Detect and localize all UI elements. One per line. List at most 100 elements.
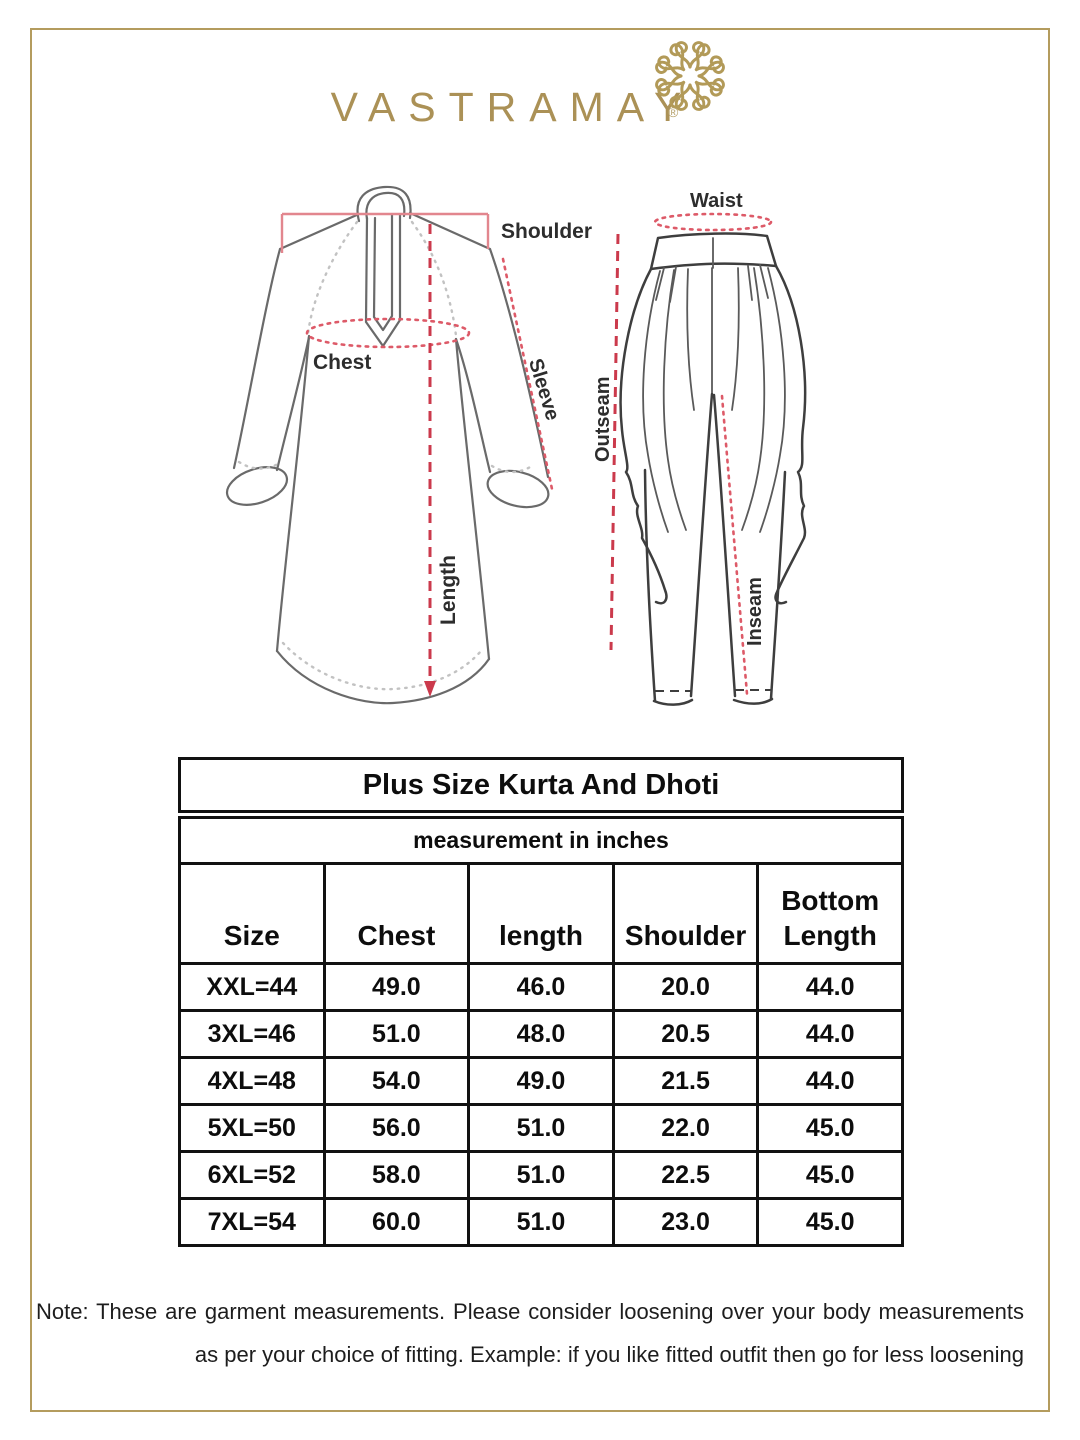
column-header-chest: Chest (322, 862, 471, 965)
dhoti-leg-left-outer (643, 468, 657, 703)
dhoti-drape-right-folds (731, 267, 786, 533)
value-cell: 51.0 (467, 1103, 615, 1153)
dhoti-fly-line (711, 237, 714, 395)
kurta-cuff-left (225, 466, 289, 506)
value-cell: 46.0 (467, 962, 615, 1012)
size-cell: 7XL=54 (178, 1197, 326, 1247)
size-cell: XXL=44 (178, 962, 326, 1012)
kurta-sleeve-right-inner (454, 337, 492, 474)
value-cell: 22.0 (611, 1103, 760, 1153)
dhoti-cuff-left-edge (652, 698, 694, 706)
kurta-shoulder-right (408, 211, 492, 251)
value-cell: 44.0 (756, 962, 904, 1012)
kurta-placket-outer (364, 213, 402, 348)
kurta-placket-inner (372, 213, 394, 332)
dhoti-leg-left-inner (689, 392, 714, 698)
brand-logo-text: VASTRAMAY (330, 84, 695, 130)
inseam-label: Inseam (744, 577, 766, 646)
sleeve-measure-line (501, 257, 554, 491)
kurta-cuff-stitch-left (237, 460, 280, 470)
kurta-side-left (275, 334, 311, 653)
kurta-sleeve-left-inner (275, 335, 311, 472)
column-header-size: Size (178, 862, 326, 965)
kurta-sleeve-right-outer (488, 247, 550, 479)
shoulder-measure-line (280, 212, 490, 253)
table-subtitle: measurement in inches (178, 813, 904, 865)
dhoti-drape-right-outer (774, 264, 807, 605)
dhoti-waistband-pleats (655, 264, 769, 303)
waist-measure-ellipse (653, 212, 773, 232)
table-row: 3XL=46 51.0 48.0 20.5 44.0 (178, 1009, 904, 1059)
length-label: Length (437, 555, 460, 625)
kurta-collar (356, 185, 412, 223)
value-cell: 22.5 (611, 1150, 760, 1200)
outseam-measure-line (609, 233, 620, 651)
value-cell: 23.0 (611, 1197, 760, 1247)
table-row: XXL=44 49.0 46.0 20.0 44.0 (178, 962, 904, 1012)
column-header-length: length (467, 862, 615, 965)
brand-emblem-icon (655, 41, 725, 111)
dhoti-drape-left-outer (619, 267, 668, 605)
kurta-cuff-stitch-right (490, 464, 534, 474)
size-chart-table: Plus Size Kurta And Dhoti measurement in… (178, 757, 904, 1247)
table-row: 5XL=50 56.0 51.0 22.0 45.0 (178, 1103, 904, 1153)
kurta-hem (275, 649, 491, 705)
value-cell: 21.5 (611, 1056, 760, 1106)
kurta-armhole-stitch-right (410, 220, 458, 338)
column-header-shoulder: Shoulder (611, 862, 760, 965)
value-cell: 51.0 (467, 1150, 615, 1200)
size-cell: 3XL=46 (178, 1009, 326, 1059)
chest-label: Chest (313, 351, 372, 374)
table-header-row: Size Chest length Shoulder Bottom Length (178, 862, 904, 965)
column-header-bottom-length: Bottom Length (756, 862, 904, 965)
dhoti-leg-right-outer (769, 470, 787, 701)
value-cell: 20.0 (611, 962, 760, 1012)
value-cell: 44.0 (756, 1056, 904, 1106)
value-cell: 49.0 (467, 1056, 615, 1106)
value-cell: 54.0 (322, 1056, 471, 1106)
table-row: 7XL=54 60.0 51.0 23.0 45.0 (178, 1197, 904, 1247)
inseam-measure-line (720, 394, 749, 696)
value-cell: 45.0 (756, 1103, 904, 1153)
value-cell: 51.0 (322, 1009, 471, 1059)
garment-measurement-diagram (225, 185, 807, 706)
kurta-sleeve-left-outer (232, 247, 282, 470)
value-cell: 49.0 (322, 962, 471, 1012)
kurta-cuff-right (486, 469, 550, 509)
shoulder-label: Shoulder (501, 220, 593, 243)
chest-measure-ellipse (305, 317, 471, 349)
registered-trademark-mark: ® (668, 104, 679, 120)
outseam-label: Outseam (592, 376, 614, 462)
dhoti-drape-left-folds (642, 268, 695, 533)
dhoti-diagram (609, 212, 807, 706)
table-subtitle-row: measurement in inches (178, 813, 904, 865)
table-title: Plus Size Kurta And Dhoti (178, 757, 904, 819)
value-cell: 51.0 (467, 1197, 615, 1247)
value-cell: 45.0 (756, 1197, 904, 1247)
length-arrowhead (424, 681, 436, 697)
kurta-side-right (454, 337, 491, 661)
value-cell: 56.0 (322, 1103, 471, 1153)
kurta-collar-inner (365, 191, 406, 221)
value-cell: 20.5 (611, 1009, 760, 1059)
kurta-armhole-stitch-left (306, 220, 359, 336)
size-cell: 6XL=52 (178, 1150, 326, 1200)
value-cell: 48.0 (467, 1009, 615, 1059)
waist-label: Waist (690, 190, 743, 212)
value-cell: 58.0 (322, 1150, 471, 1200)
value-cell: 60.0 (322, 1197, 471, 1247)
size-cell: 5XL=50 (178, 1103, 326, 1153)
value-cell: 45.0 (756, 1150, 904, 1200)
table-row: 4XL=48 54.0 49.0 21.5 44.0 (178, 1056, 904, 1106)
value-cell: 44.0 (756, 1009, 904, 1059)
note-line-1: Note: These are garment measurements. Pl… (36, 1299, 1024, 1324)
size-cell: 4XL=48 (178, 1056, 326, 1106)
measurement-note: Note: These are garment measurements. Pl… (36, 1290, 1024, 1376)
table-row: 6XL=52 58.0 51.0 22.5 45.0 (178, 1150, 904, 1200)
dhoti-cuff-right-edge (732, 697, 774, 705)
note-line-2: as per your choice of fitting. Example: … (194, 1342, 1024, 1367)
kurta-diagram (225, 185, 554, 705)
table-title-row: Plus Size Kurta And Dhoti (178, 757, 904, 819)
dhoti-leg-right-inner (712, 393, 737, 698)
